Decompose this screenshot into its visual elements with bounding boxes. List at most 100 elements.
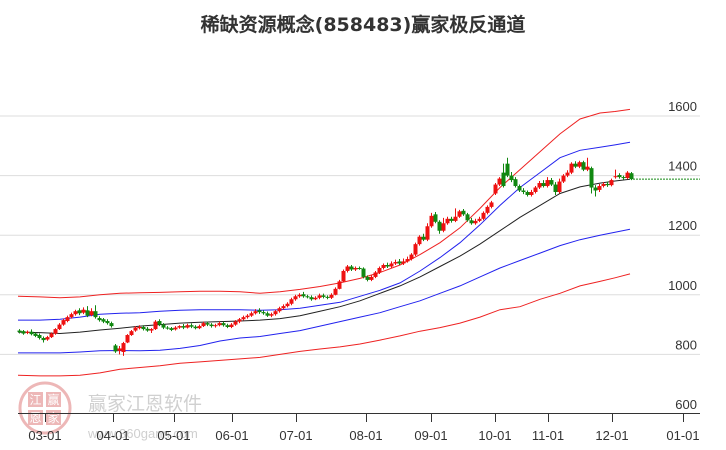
candle-down [41,336,46,343]
candle-down [421,233,426,242]
candle-down [465,212,470,222]
candle-down [157,319,162,327]
candle-up [117,346,122,355]
candle-down [461,208,466,216]
x-tick-label: 07-01 [279,428,312,443]
candle-up [281,304,286,310]
x-tick-label: 10-01 [478,428,511,443]
x-tick-label: 05-01 [157,428,190,443]
candle-down [93,305,98,319]
candle-up [477,216,482,223]
candle-down [573,161,578,169]
candle-down [169,326,174,332]
lower-inner-band [18,228,631,354]
candle-down [193,325,198,330]
candle-up [177,325,182,329]
watermark-logo-char: 赢 [47,392,59,407]
candle-up [457,209,462,218]
candle-up [533,186,538,194]
candle-up [493,183,498,195]
candle-down [541,180,546,188]
candle-up [65,315,70,323]
candle-down [385,262,390,268]
candle-up [213,323,218,328]
x-tick-label: 11-01 [532,428,564,443]
candle-up [69,312,74,319]
y-tick-label: 1000 [668,278,697,293]
candle-down [77,308,82,316]
candle-up [269,312,274,318]
candle-up [545,177,550,188]
candle-down [305,294,310,299]
candle-up [345,265,350,273]
candle-up [133,326,138,332]
candle-down [97,316,102,322]
candle-up [445,216,450,225]
candle-down [589,166,594,194]
candle-down [553,182,558,195]
candle-down [309,295,314,301]
candle-up [429,212,434,228]
candle-down [109,321,114,328]
candle-up [481,211,486,221]
candle-up [373,270,378,279]
candle-up [201,321,206,327]
candle-up [389,261,394,268]
candle-up [497,177,502,187]
candle-down [161,323,166,330]
candle-up [121,341,126,356]
candle-down [165,326,170,330]
candle-up [597,183,602,192]
candle-down [321,293,326,299]
candle-up [245,314,250,319]
watermark-logo-char: 恩 [29,411,41,425]
candle-up [401,258,406,265]
candle-up [561,174,566,184]
candle-up [577,160,582,169]
candle-up [149,328,154,333]
candle-up [73,309,78,316]
candle-up [125,334,130,344]
candle-up [237,318,242,324]
y-axis: 600 800 1000 1200 1400 1600 [668,99,697,412]
candle-up [625,171,630,180]
candle-up [409,253,414,261]
watermark-logo-char: 家 [47,410,59,425]
candle-down [257,308,262,314]
middle-line [17,178,631,335]
x-tick-label: 12-01 [595,428,628,443]
candle-up [381,263,386,270]
watermark-logo: 江 赢 恩 家 [18,381,72,435]
grid-lines [0,115,700,355]
chart-title: 稀缺资源概念(858483)赢家极反通道 [200,14,526,36]
candle-down [189,323,194,329]
candle-down [449,216,454,223]
watermark-url: www.360gann.com [87,426,198,441]
candle-up [25,330,30,335]
candle-up [313,296,318,301]
candle-up [613,169,618,179]
upper-outer-band [17,108,631,299]
candle-down [549,177,554,187]
watermark-brand: 赢家江恩软件 [88,393,202,415]
candle-down [21,329,26,335]
candle-down [433,211,438,224]
candle-down [221,321,226,327]
candle-up [173,326,178,331]
candle-down [629,172,634,181]
candle-up [441,217,446,233]
candle-down [593,185,598,197]
candle-up [585,157,590,172]
candle-up [333,287,338,296]
y-tick-label: 1600 [668,99,697,114]
candle-down [397,259,402,265]
candle-up [425,223,430,242]
candles [17,157,634,356]
candle-up [337,279,342,290]
candle-down [265,311,270,317]
candle-up [153,320,158,330]
candle-down [37,333,42,340]
candle-down [621,175,626,180]
candle-down [349,265,354,271]
